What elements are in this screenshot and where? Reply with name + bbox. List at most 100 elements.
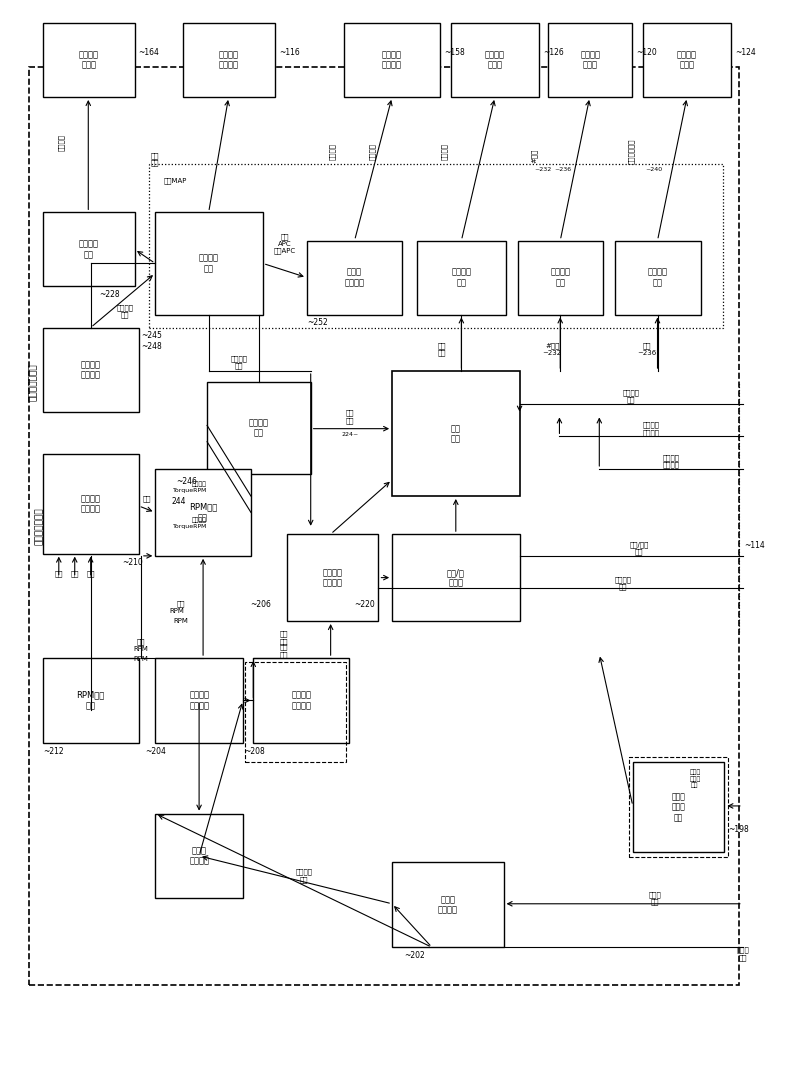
Text: ~232: ~232 <box>534 168 551 172</box>
Text: 估计
扭矩: 估计 扭矩 <box>346 410 354 424</box>
Text: 排气角度: 排气角度 <box>369 143 375 160</box>
Text: ~236: ~236 <box>554 168 571 172</box>
Text: 火花扭矩
请求: 火花扭矩 请求 <box>622 389 640 403</box>
Text: 驾驶者
扭矩模块: 驾驶者 扭矩模块 <box>189 846 209 865</box>
FancyBboxPatch shape <box>155 469 251 556</box>
Text: ~245: ~245 <box>141 330 162 340</box>
Text: 升压致动
器模块: 升压致动 器模块 <box>78 50 98 70</box>
Text: ~126: ~126 <box>542 48 563 57</box>
FancyBboxPatch shape <box>43 658 138 743</box>
Text: 燃料: 燃料 <box>70 570 79 577</box>
FancyBboxPatch shape <box>43 453 138 554</box>
FancyBboxPatch shape <box>43 213 134 287</box>
FancyBboxPatch shape <box>615 241 701 315</box>
Text: 发动机控制模块: 发动机控制模块 <box>29 363 38 401</box>
Text: 即时扭矩
TorqueRPM: 即时扭矩 TorqueRPM <box>173 482 207 493</box>
Text: 车辆扭矩
请求: 车辆扭矩 请求 <box>296 869 313 883</box>
Text: 燃料加载速率: 燃料加载速率 <box>628 138 634 165</box>
Text: 模式: 模式 <box>143 495 151 501</box>
Text: 期望MAP: 期望MAP <box>163 178 187 184</box>
Text: 进气角度: 进气角度 <box>329 143 335 160</box>
Text: 火花提前: 火花提前 <box>442 143 448 160</box>
Text: #气缸: #气缸 <box>530 148 538 164</box>
Text: ~114: ~114 <box>744 541 765 549</box>
FancyBboxPatch shape <box>183 23 275 97</box>
Text: 致动
模块: 致动 模块 <box>451 424 461 444</box>
Text: 空气: 空气 <box>54 570 63 577</box>
Text: 储备/负
载模块: 储备/负 载模块 <box>447 568 465 588</box>
Text: ~158: ~158 <box>444 48 465 57</box>
FancyBboxPatch shape <box>344 23 440 97</box>
Text: 驾驶者
输入: 驾驶者 输入 <box>649 892 662 906</box>
FancyBboxPatch shape <box>633 762 725 851</box>
Text: ~198: ~198 <box>729 825 750 834</box>
FancyBboxPatch shape <box>392 371 519 496</box>
Text: 224~: 224~ <box>341 432 358 437</box>
Text: 气缸关闭
扭矩请求: 气缸关闭 扭矩请求 <box>642 422 660 436</box>
Text: 燃烧模式
确定模块: 燃烧模式 确定模块 <box>81 494 101 513</box>
Text: ~252: ~252 <box>306 317 327 327</box>
Text: #气缸
~232: #气缸 ~232 <box>542 342 562 356</box>
Text: 升压计划
模块: 升压计划 模块 <box>78 240 98 259</box>
Text: ~240: ~240 <box>646 168 662 172</box>
Text: 估计燃料
需求: 估计燃料 需求 <box>117 304 134 318</box>
FancyBboxPatch shape <box>43 328 138 412</box>
FancyBboxPatch shape <box>417 241 506 315</box>
Text: 火花致动
器模块: 火花致动 器模块 <box>485 50 505 70</box>
Text: ~124: ~124 <box>735 48 755 57</box>
FancyBboxPatch shape <box>451 23 538 97</box>
Text: 升压压力: 升压压力 <box>58 134 65 152</box>
FancyBboxPatch shape <box>518 241 603 315</box>
Text: ~212: ~212 <box>43 747 63 756</box>
Text: ~246: ~246 <box>176 477 197 486</box>
Text: 期望
面积: 期望 面积 <box>151 152 159 166</box>
Text: ~228: ~228 <box>98 290 119 300</box>
Text: 期望APC: 期望APC <box>274 247 295 254</box>
FancyBboxPatch shape <box>207 382 310 474</box>
Text: 气气门数
动器模块: 气气门数 动器模块 <box>219 50 239 70</box>
Text: 混合动
力控制
模块: 混合动 力控制 模块 <box>672 792 686 822</box>
Text: 空气扭矩
需求: 空气扭矩 需求 <box>230 355 247 370</box>
Text: 244: 244 <box>171 497 186 506</box>
Text: 气缸控制
模块: 气缸控制 模块 <box>550 268 570 288</box>
Text: 期望
APC: 期望 APC <box>278 233 291 247</box>
Text: ~120: ~120 <box>636 48 657 57</box>
FancyBboxPatch shape <box>286 534 378 621</box>
Text: ~116: ~116 <box>279 48 299 57</box>
Text: ~206: ~206 <box>250 601 271 609</box>
Text: 即时
扭矩: 即时 扭矩 <box>280 643 288 657</box>
Text: 空气控制
模块: 空气控制 模块 <box>199 254 219 274</box>
FancyBboxPatch shape <box>155 213 263 315</box>
FancyBboxPatch shape <box>643 23 731 97</box>
Text: ~248: ~248 <box>141 341 162 351</box>
Text: 气缸致动
器模块: 气缸致动 器模块 <box>580 50 600 70</box>
Text: ~208: ~208 <box>245 747 266 756</box>
Text: 发动机控制模块: 发动机控制模块 <box>34 507 43 545</box>
Text: 推进扭矩
裁定模块: 推进扭矩 裁定模块 <box>322 568 342 588</box>
FancyBboxPatch shape <box>548 23 632 97</box>
Text: ~220: ~220 <box>354 601 374 609</box>
FancyBboxPatch shape <box>43 23 134 97</box>
Text: RPM: RPM <box>174 618 189 625</box>
Text: 火花
提前: 火花 提前 <box>438 342 446 356</box>
Text: ~210: ~210 <box>122 558 143 567</box>
Text: 燃料致动
器模块: 燃料致动 器模块 <box>677 50 697 70</box>
Text: 火花: 火花 <box>86 570 95 577</box>
Text: 混合动力
优化模块: 混合动力 优化模块 <box>291 691 311 711</box>
Text: RPM: RPM <box>134 656 148 662</box>
Text: 燃料控制
模块: 燃料控制 模块 <box>648 268 668 288</box>
FancyBboxPatch shape <box>392 862 504 947</box>
FancyBboxPatch shape <box>306 241 402 315</box>
Text: ~164: ~164 <box>138 48 159 57</box>
Text: 预测扭矩
TorqueRPM: 预测扭矩 TorqueRPM <box>173 518 207 529</box>
Text: 储备/负载
请求: 储备/负载 请求 <box>630 541 649 556</box>
Text: 燃料
~236: 燃料 ~236 <box>638 342 657 356</box>
Text: 移相器
计划模块: 移相器 计划模块 <box>345 268 365 288</box>
FancyBboxPatch shape <box>254 658 349 743</box>
Text: 扭矩估计
模块: 扭矩估计 模块 <box>249 419 269 438</box>
Text: 推进扭矩
请求: 推进扭矩 请求 <box>614 576 632 590</box>
Text: 车轴扭矩
裁定模块: 车轴扭矩 裁定模块 <box>189 691 209 711</box>
Text: 期望
RPM: 期望 RPM <box>170 601 185 614</box>
Text: 驾驶者
输入: 驾驶者 输入 <box>737 947 749 961</box>
Text: 期望
RPM: 期望 RPM <box>134 639 148 652</box>
